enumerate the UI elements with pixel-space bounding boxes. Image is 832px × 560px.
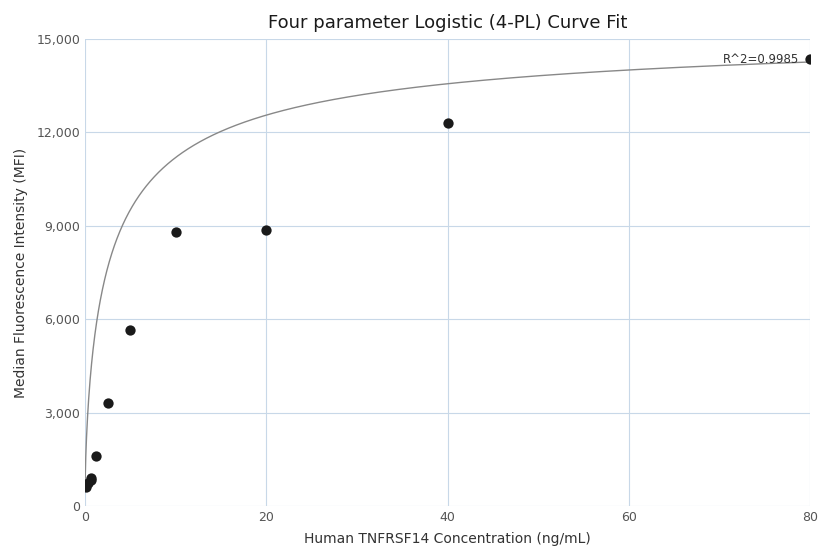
Point	[80, 483, 93, 492]
Point	[804, 55, 817, 64]
Point	[441, 119, 454, 128]
Point	[84, 476, 97, 485]
X-axis label: Human TNFRSF14 Concentration (ng/mL): Human TNFRSF14 Concentration (ng/mL)	[305, 532, 591, 546]
Y-axis label: Median Fluorescence Intensity (MFI): Median Fluorescence Intensity (MFI)	[14, 147, 28, 398]
Title: Four parameter Logistic (4-PL) Curve Fit: Four parameter Logistic (4-PL) Curve Fit	[268, 14, 627, 32]
Point	[169, 227, 182, 236]
Point	[260, 226, 273, 235]
Text: R^2=0.9985: R^2=0.9985	[723, 53, 800, 66]
Point	[90, 451, 103, 460]
Point	[82, 478, 95, 487]
Point	[101, 399, 114, 408]
Point	[84, 473, 97, 482]
Point	[124, 325, 137, 334]
